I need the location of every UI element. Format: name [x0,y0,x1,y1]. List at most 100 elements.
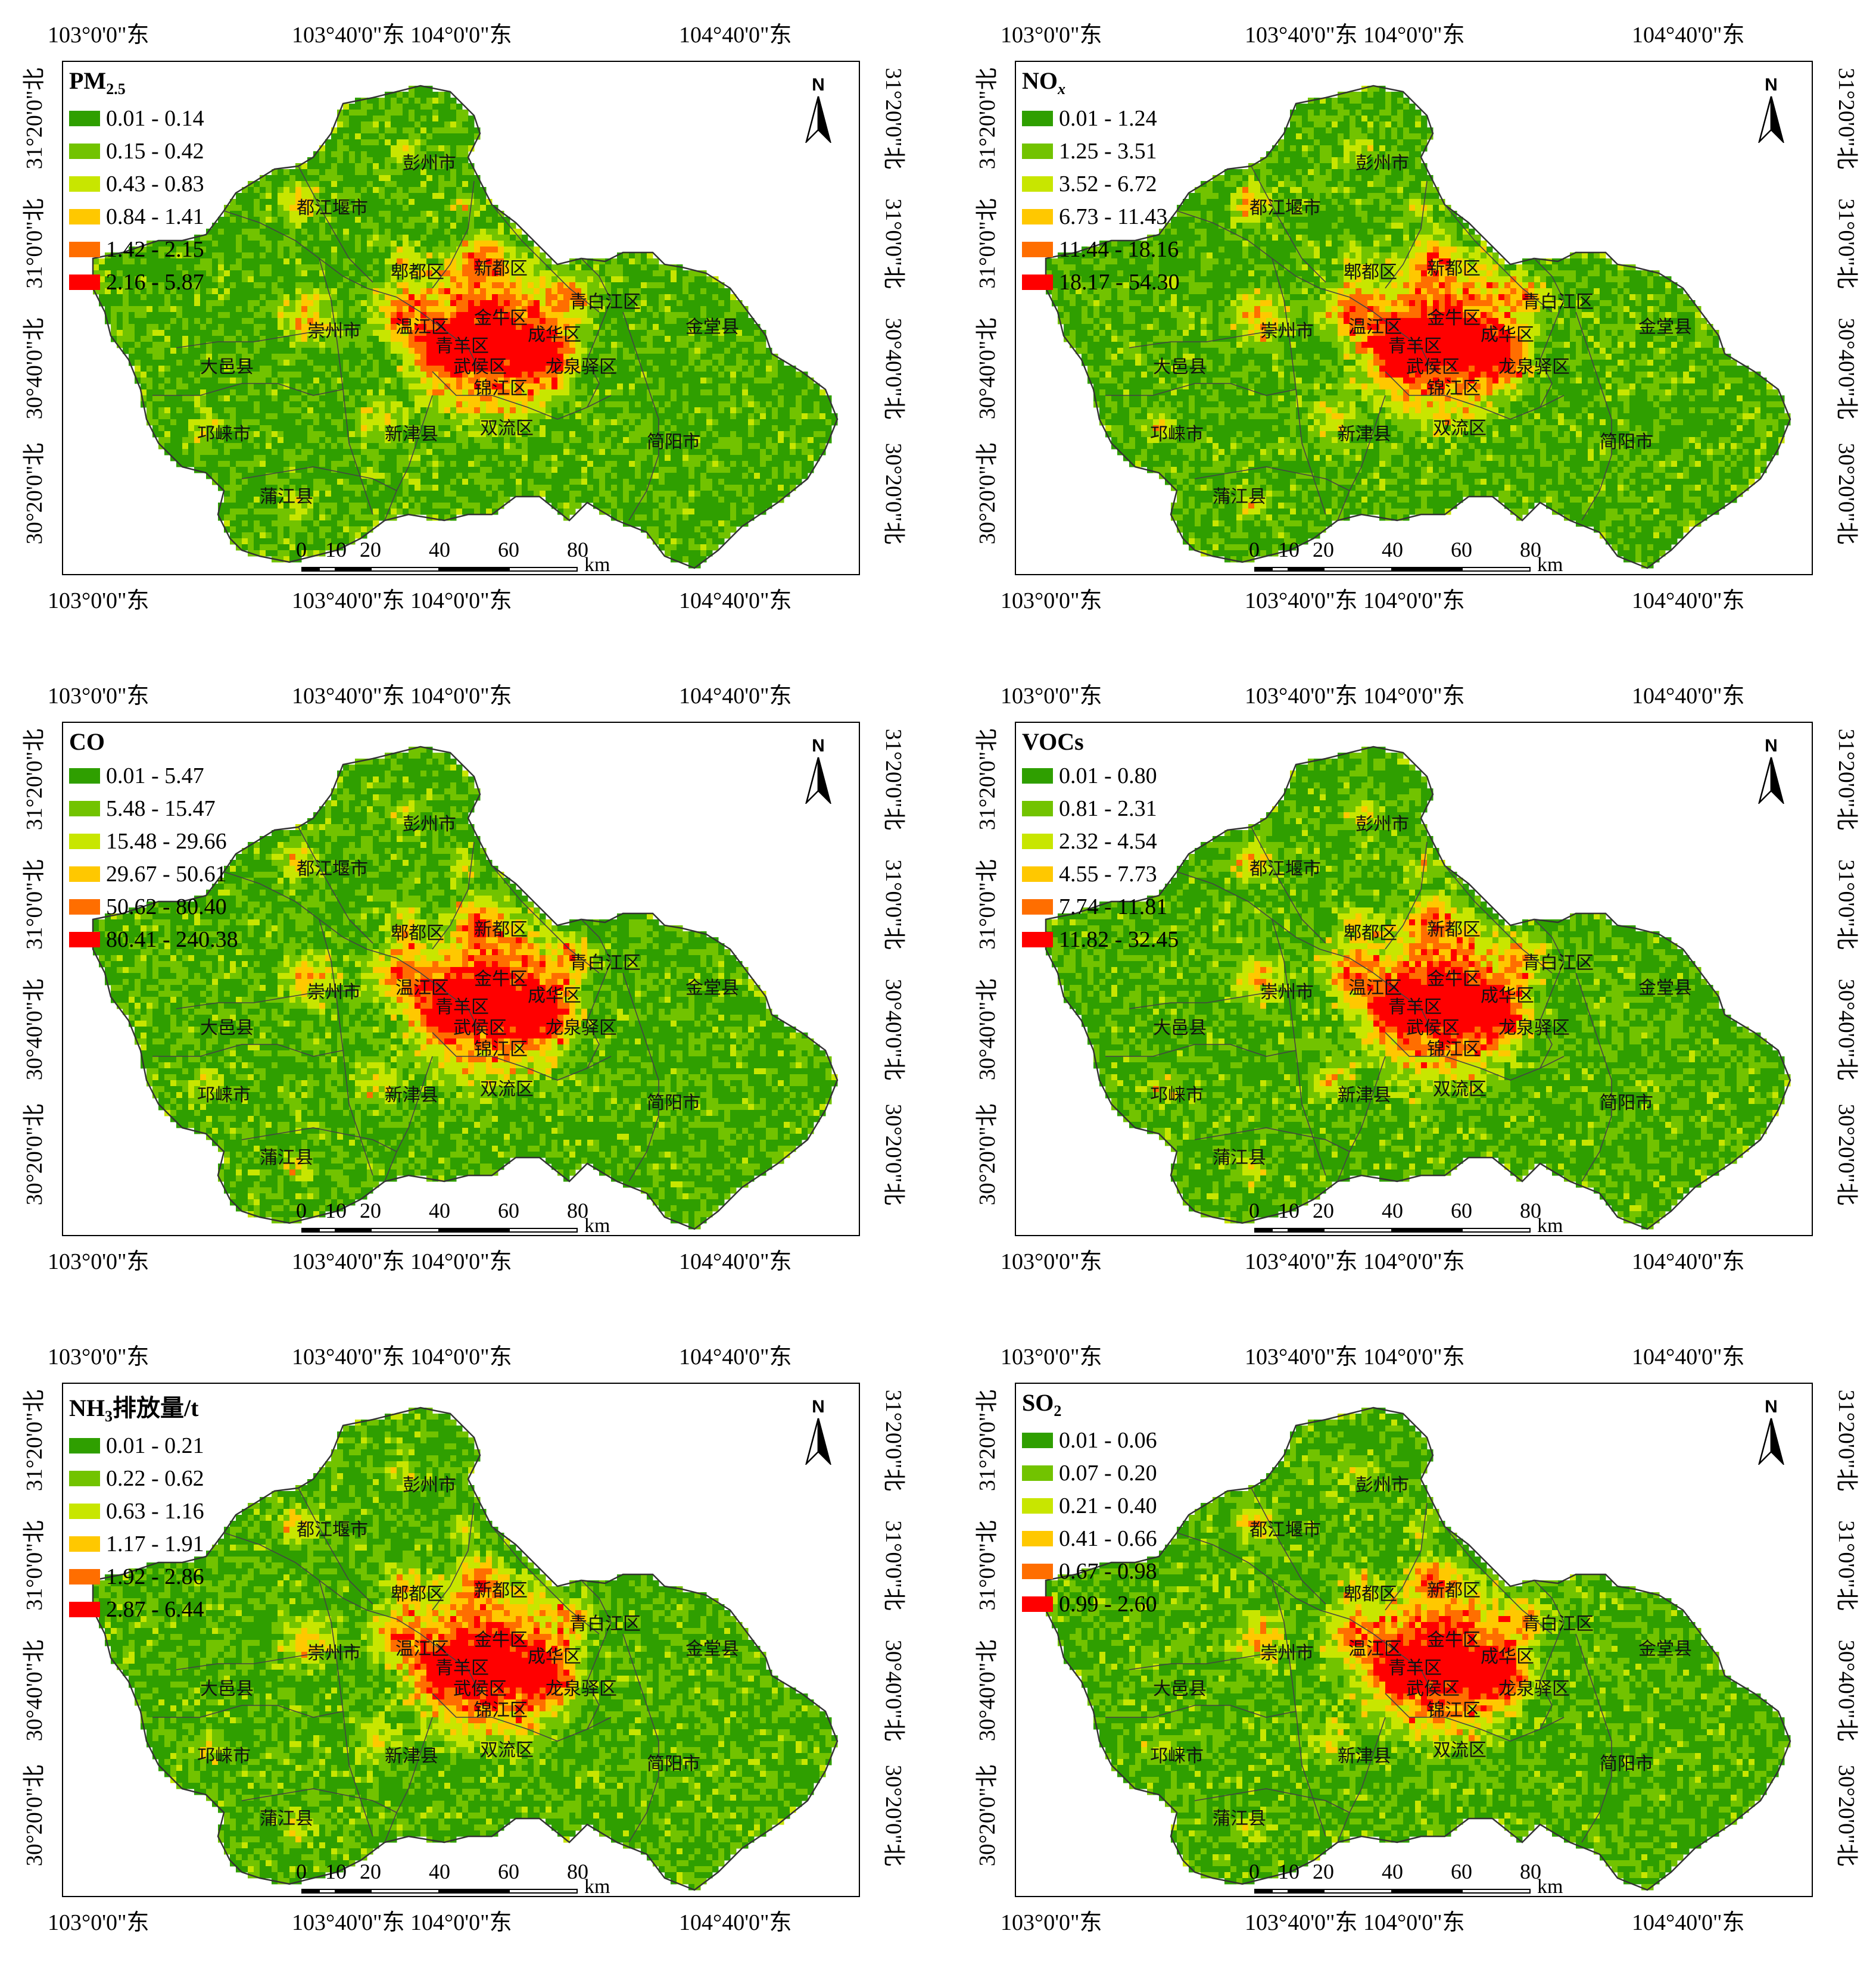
place-label: 金牛区 [474,303,528,329]
longitude-label-bottom: 103°40'0"东 104°0'0"东 [1245,1911,1465,1934]
scale-segment [301,1889,319,1894]
place-label: 双流区 [480,1074,534,1100]
legend-swatch [69,242,100,257]
latitude-label-left: 30°20'0"北 [976,440,999,547]
longitude-label-top: 103°40'0"东 104°0'0"东 [1245,1346,1465,1368]
place-label: 简阳市 [647,1749,700,1775]
scale-unit: km [1537,1876,1563,1897]
place-label: 锦江区 [474,1034,528,1061]
north-arrow: N [1753,1397,1789,1468]
legend-swatch [1022,242,1053,257]
place-label: 大邑县 [1153,1674,1207,1700]
longitude-label-bottom: 103°0'0"东 [48,1911,149,1934]
north-arrow-icon [1753,756,1789,804]
place-label: 龙泉驿区 [1498,352,1570,378]
latitude-label-right: 31°20'0"北 [1835,1387,1858,1494]
place-label: 都江堰市 [1249,193,1321,219]
scale-tick-label: 20 [1313,1859,1334,1884]
pollutant-name: CO [69,728,105,755]
place-label: 彭州市 [403,148,456,174]
place-label: 锦江区 [1427,1034,1481,1061]
legend-item: 6.73 - 11.43 [1022,200,1180,233]
scale-segment [1254,1228,1272,1233]
legend-swatch [1022,1465,1053,1481]
legend-item: 4.55 - 7.73 [1022,857,1179,890]
longitude-label-top: 104°40'0"东 [1632,1346,1745,1368]
latitude-label-right: 30°40'0"北 [1835,976,1858,1083]
pollutant-name: NO [1022,67,1058,94]
legend-label: 4.55 - 7.73 [1059,861,1157,887]
place-label: 双流区 [1433,413,1487,439]
place-label: 郫都区 [391,257,444,283]
legend-swatch [1022,1531,1053,1546]
legend-label: 0.81 - 2.31 [1059,796,1157,822]
legend-item: 0.41 - 0.66 [1022,1522,1157,1555]
legend-item: 0.15 - 0.42 [69,135,204,167]
longitude-label-top: 104°40'0"东 [1632,685,1745,707]
place-label: 大邑县 [1153,1013,1207,1039]
legend-item: 0.22 - 0.62 [69,1462,204,1495]
legend-label: 0.67 - 0.98 [1059,1558,1157,1585]
place-label: 龙泉驿区 [1498,1674,1570,1700]
legend-item: 1.92 - 2.86 [69,1560,204,1593]
north-label: N [800,736,836,756]
longitude-label-bottom: 103°40'0"东 104°0'0"东 [1245,1250,1465,1273]
legend-item: 5.48 - 15.47 [69,792,238,825]
place-label: 郫都区 [1344,1579,1397,1605]
place-label: 崇州市 [1260,1638,1314,1664]
place-label: 邛崃市 [197,1741,251,1767]
north-arrow-icon [1753,1417,1789,1465]
legend-label: 2.16 - 5.87 [106,269,204,295]
place-label: 青白江区 [1522,1609,1594,1635]
place-label: 郫都区 [1344,918,1397,944]
place-label: 新都区 [474,915,528,941]
legend-swatch [1022,1498,1053,1514]
place-label: 邛崃市 [1150,1080,1204,1106]
scale-segment [1272,1228,1289,1233]
legend-title: PM2.5 [69,67,204,98]
legend-item: 50.62 - 80.40 [69,890,238,923]
north-arrow-icon [800,756,836,804]
scale-tick-label: 40 [429,1859,450,1884]
place-label: 龙泉驿区 [546,352,617,378]
north-arrow-icon [800,1417,836,1465]
scale-tick-label: 0 [1249,1859,1260,1884]
place-label: 新都区 [1427,1576,1481,1602]
legend-swatch [1022,899,1053,915]
place-label: 青白江区 [569,287,641,313]
legend-item: 18.17 - 54.30 [1022,266,1180,298]
latitude-label-right: 30°40'0"北 [882,976,905,1083]
latitude-label-right: 31°20'0"北 [882,65,905,172]
scale-segment [440,1889,509,1894]
latitude-label-right: 30°20'0"北 [1835,1762,1858,1869]
legend-item: 29.67 - 50.61 [69,857,238,890]
legend-swatch [69,176,100,192]
legend-label: 50.62 - 80.40 [106,894,227,920]
legend-title: NH3排放量/t [69,1389,204,1426]
latitude-label-right: 30°20'0"北 [882,440,905,547]
scale-segment [319,1889,336,1894]
scale-tick-label: 0 [296,1859,307,1884]
legend-title: NOx [1022,67,1180,98]
legend-label: 2.87 - 6.44 [106,1596,204,1623]
legend-swatch [1022,932,1053,947]
legend-item: 1.25 - 3.51 [1022,135,1180,167]
scale-segment [1461,1889,1531,1894]
place-label: 锦江区 [1427,1695,1481,1721]
legend-label: 15.48 - 29.66 [106,828,227,854]
scale-tick-label: 60 [1451,537,1472,562]
legend-swatch [69,275,100,290]
legend-item: 0.01 - 5.47 [69,759,238,792]
legend-swatch [69,768,100,784]
longitude-label-top: 104°40'0"东 [679,24,792,46]
legend-label: 0.01 - 5.47 [106,763,204,789]
scale-tick-label: 10 [325,1198,347,1223]
latitude-label-left: 30°20'0"北 [23,1762,46,1869]
latitude-label-left: 30°40'0"北 [23,315,46,422]
place-label: 简阳市 [1600,1088,1653,1114]
